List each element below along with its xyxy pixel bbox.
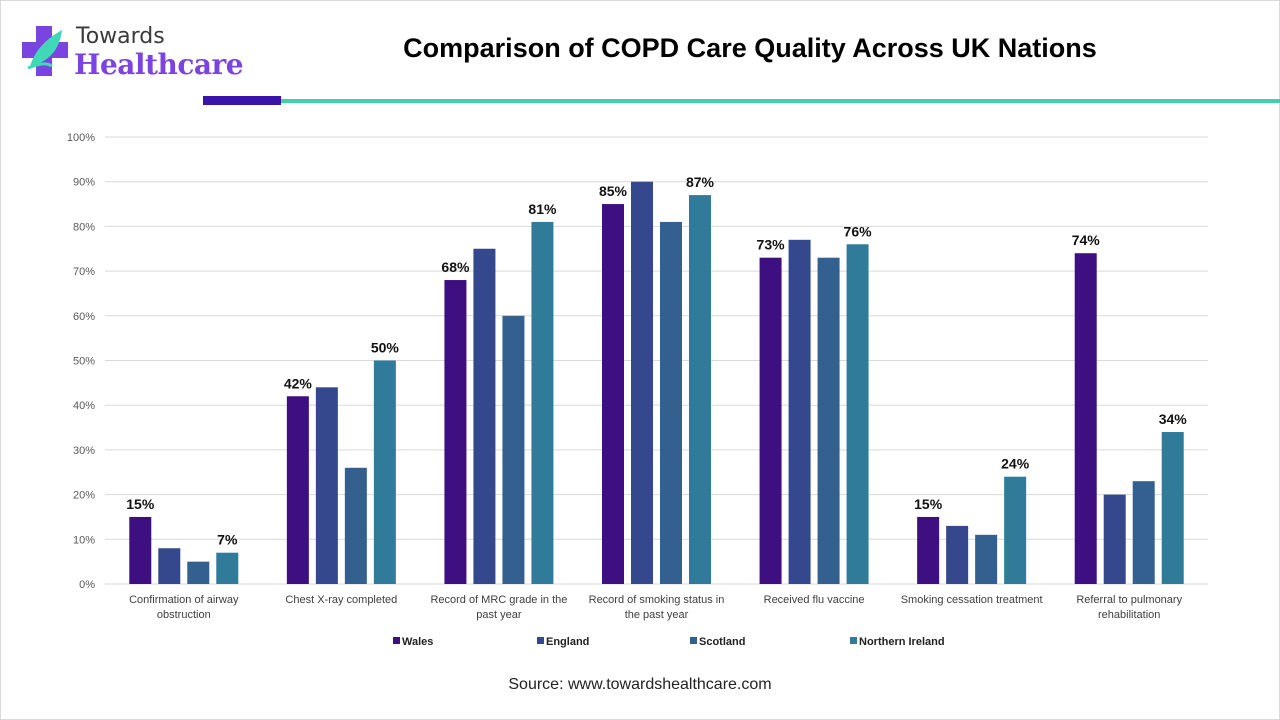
x-tick-label: Referral to pulmonary (1076, 594, 1182, 606)
bar-scotland (502, 315, 525, 584)
data-label: 34% (1159, 411, 1188, 427)
y-tick-label: 10% (73, 534, 95, 546)
bar-wales (602, 204, 624, 585)
bar-wales (917, 516, 940, 584)
bar-scotland (660, 221, 682, 584)
x-tick-label: obstruction (157, 609, 211, 621)
data-label: 76% (844, 223, 873, 239)
y-tick-label: 60% (73, 311, 95, 323)
data-label: 15% (914, 496, 943, 512)
data-label: 87% (686, 174, 715, 190)
x-tick-label: past year (476, 609, 522, 621)
legend-swatch (850, 637, 857, 644)
bar-wales (759, 257, 782, 584)
legend-label: Wales (402, 636, 433, 648)
x-tick-label: Record of smoking status in (589, 594, 725, 606)
data-label: 68% (441, 259, 470, 275)
data-label: 42% (284, 375, 313, 391)
y-tick-label: 80% (73, 221, 95, 233)
bar-northern-ireland (216, 552, 239, 584)
bar-northern-ireland (846, 244, 869, 584)
bar-scotland (1132, 481, 1155, 584)
bar-england (315, 387, 338, 584)
bar-scotland (817, 257, 840, 584)
y-tick-label: 90% (73, 177, 95, 189)
bar-england (631, 181, 653, 584)
brand-name-line2: Healthcare (74, 48, 244, 81)
x-tick-label: Chest X-ray completed (285, 594, 397, 606)
bar-wales (286, 396, 309, 584)
x-tick-label: rehabilitation (1098, 609, 1160, 621)
header-accent-purple (203, 96, 281, 105)
bar-northern-ireland (689, 195, 711, 585)
data-label: 50% (371, 340, 400, 356)
bar-england (158, 548, 181, 584)
brand-name-line1: Towards (76, 24, 165, 49)
bar-england (946, 525, 969, 584)
source-note: Source: www.towardshealthcare.com (508, 676, 772, 693)
data-label: 15% (126, 496, 155, 512)
header-accent-teal (281, 99, 1280, 103)
legend-label: England (546, 636, 589, 648)
medical-cross-leaf-icon (22, 26, 68, 76)
y-tick-label: 30% (73, 445, 95, 457)
legend-swatch (537, 637, 544, 644)
y-tick-label: 20% (73, 490, 95, 502)
y-tick-label: 50% (73, 356, 95, 368)
x-tick-label: Received flu vaccine (764, 594, 865, 606)
bar-wales (1074, 253, 1097, 584)
bar-england (788, 239, 811, 584)
y-tick-label: 70% (73, 266, 95, 278)
data-label: 7% (217, 532, 238, 548)
legend-swatch (690, 637, 697, 644)
x-tick-label: Record of MRC grade in the (430, 594, 567, 606)
bar-northern-ireland (531, 221, 554, 584)
legend-label: Northern Ireland (859, 636, 945, 648)
legend-label: Scotland (699, 636, 745, 648)
x-tick-label: Confirmation of airway (129, 594, 239, 606)
data-label: 24% (1001, 456, 1030, 472)
data-label: 85% (599, 183, 628, 199)
chart-title: Comparison of COPD Care Quality Across U… (403, 33, 1097, 63)
bar-england (473, 248, 496, 584)
y-tick-label: 40% (73, 400, 95, 412)
data-label: 74% (1072, 232, 1101, 248)
data-label: 81% (528, 201, 557, 217)
x-tick-label: the past year (625, 609, 689, 621)
bar-wales (444, 280, 467, 584)
bar-wales (129, 516, 152, 584)
legend-swatch (393, 637, 400, 644)
bar-northern-ireland (1161, 432, 1184, 584)
x-tick-label: Smoking cessation treatment (901, 594, 1043, 606)
data-label: 73% (757, 237, 786, 253)
y-tick-label: 0% (79, 579, 95, 591)
bar-england (1103, 494, 1126, 584)
bar-northern-ireland (373, 360, 396, 584)
brand-logo: Towards Healthcare (22, 22, 244, 82)
bar-scotland (344, 467, 367, 584)
bar-scotland (975, 534, 998, 584)
y-tick-label: 100% (67, 132, 95, 144)
bar-scotland (187, 561, 210, 584)
bar-northern-ireland (1004, 476, 1027, 584)
